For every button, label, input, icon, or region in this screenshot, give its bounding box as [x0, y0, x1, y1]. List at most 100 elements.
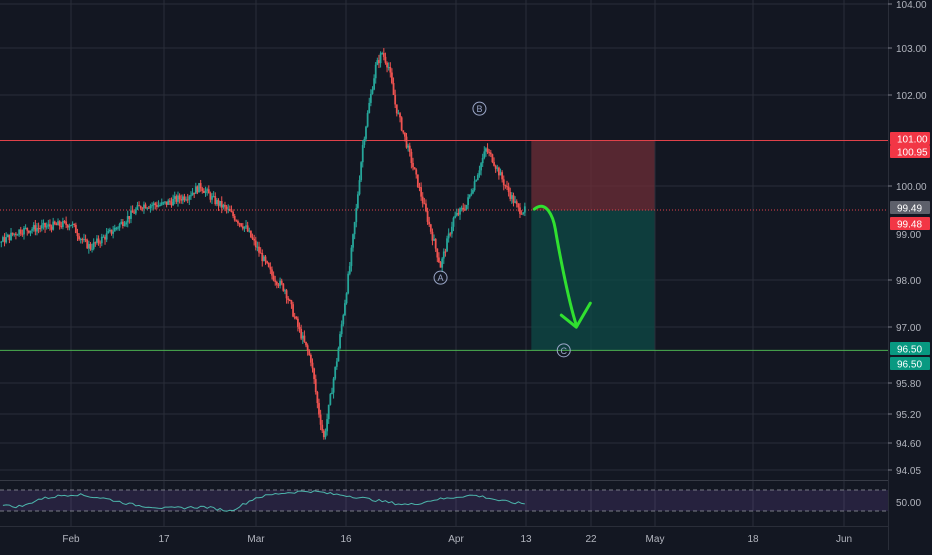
candle-body: [87, 244, 90, 249]
candle-body: [50, 226, 53, 230]
candle-body: [11, 232, 14, 235]
candle-body: [356, 194, 359, 208]
candle-body: [250, 230, 252, 238]
candle-body: [172, 198, 175, 206]
oscillator-axis-label: 50.00: [896, 498, 921, 509]
candle-body: [228, 208, 231, 212]
price-tag-label: 96.50: [897, 345, 922, 356]
candle-body: [366, 113, 369, 127]
candle-body: [128, 216, 131, 219]
candle-body: [272, 275, 275, 281]
candle-body: [224, 204, 226, 207]
candle-body: [332, 378, 335, 393]
price-tag-label: 100.95: [897, 148, 928, 159]
candle-body: [185, 199, 187, 201]
candle-body: [403, 132, 406, 137]
candle-body: [105, 233, 108, 240]
candle-body: [421, 196, 424, 204]
candle-body: [74, 224, 77, 233]
candle-body: [353, 222, 356, 235]
candle-body: [13, 233, 16, 235]
candle-body: [290, 300, 293, 305]
candle-body: [220, 200, 223, 208]
candle-body: [269, 266, 272, 270]
candle-body: [203, 190, 205, 193]
projection-arrow-head: [559, 301, 592, 329]
candle-body: [245, 225, 247, 227]
candle-body: [426, 210, 429, 222]
candle-body: [37, 228, 40, 230]
candle-body: [107, 231, 110, 234]
candle-body: [478, 170, 481, 175]
candle-body: [387, 66, 390, 68]
candle-body: [428, 221, 431, 225]
candle-body: [233, 216, 236, 221]
candle-body: [468, 194, 471, 198]
candle-body: [316, 391, 319, 404]
candle-body: [262, 256, 265, 262]
candle-body: [369, 93, 372, 103]
wave-label-circle: [556, 343, 571, 358]
candle-body: [55, 224, 58, 226]
candle-body: [450, 226, 453, 234]
candle-body: [19, 229, 22, 234]
candle-body: [73, 223, 76, 225]
candle-body: [261, 252, 264, 262]
candle-body: [473, 181, 476, 191]
candle-body: [277, 284, 280, 286]
candle-body: [125, 222, 128, 225]
candle-body: [295, 316, 298, 319]
candle-body: [167, 200, 170, 205]
candle-body: [61, 221, 64, 228]
candle-body: [442, 251, 445, 259]
candle-body: [266, 261, 269, 263]
candle-body: [416, 174, 419, 187]
candle-body: [462, 207, 465, 210]
candle-body: [472, 190, 474, 194]
candle-body: [18, 229, 21, 235]
candle-body: [238, 223, 241, 225]
candle-body: [78, 236, 81, 240]
price-tag: [890, 342, 930, 355]
candle-body: [438, 257, 440, 263]
candle-body: [470, 193, 473, 195]
candle-body: [392, 83, 395, 95]
y-tick-label: 95.80: [896, 379, 921, 390]
candle-body: [175, 196, 178, 202]
candle-body: [118, 223, 121, 228]
candle-body: [70, 225, 72, 227]
candle-body: [374, 64, 377, 79]
candle-body: [306, 345, 309, 351]
candle-body: [297, 318, 299, 327]
candle-body: [337, 348, 340, 362]
candle-body: [280, 280, 283, 284]
wave-label-c: C: [560, 346, 567, 356]
candle-body: [162, 202, 165, 204]
candle-body: [318, 403, 320, 415]
candle-body: [460, 207, 463, 209]
candle-body: [253, 238, 256, 241]
candle-body: [201, 188, 204, 191]
candle-body: [309, 354, 312, 363]
candle-body: [8, 234, 11, 241]
candle-body: [217, 199, 220, 206]
candle-body: [322, 430, 325, 438]
candle-body: [237, 221, 239, 224]
candle-body: [79, 239, 82, 241]
candle-body: [159, 204, 162, 206]
take-profit-zone: [531, 210, 655, 351]
candle-body: [130, 210, 132, 219]
candle-body: [319, 414, 322, 425]
candle-body: [429, 224, 432, 232]
candle-body: [123, 224, 126, 226]
candle-body: [368, 102, 371, 114]
candle-body: [60, 225, 63, 228]
candle-body: [58, 221, 61, 226]
price-tag: [890, 145, 930, 158]
x-tick-label: 18: [747, 534, 759, 545]
candle-body: [408, 145, 411, 152]
candle-body: [259, 252, 262, 254]
candle-body: [282, 283, 285, 291]
